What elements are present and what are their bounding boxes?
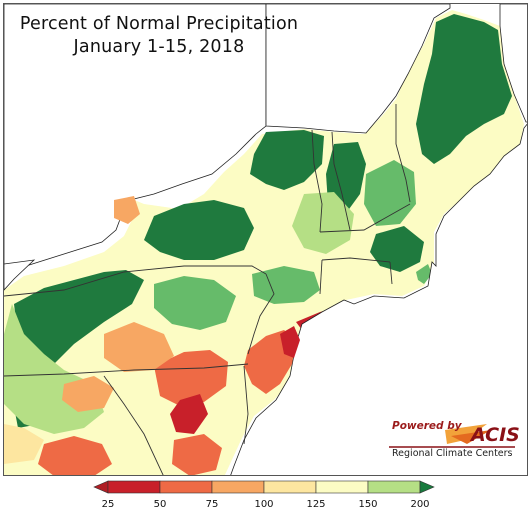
lake-ontario (4, 4, 267, 277)
map-title: Percent of Normal Precipitation (19, 14, 299, 34)
logo-subtitle: Regional Climate Centers (392, 448, 513, 459)
very-dry-zone-md (170, 394, 208, 434)
above-zone-south-ny (252, 266, 320, 304)
pa-md-border (4, 363, 249, 377)
lake-erie (4, 259, 36, 291)
legend-tick-label: 75 (206, 499, 219, 510)
below-zone-mid (104, 322, 174, 372)
state-borders (4, 104, 411, 475)
de-border (243, 365, 249, 445)
legend-box (211, 480, 265, 494)
legend-tick-label: 200 (410, 499, 429, 510)
wet-zone-western-pa (14, 270, 144, 376)
legend-box (107, 480, 161, 494)
ny-ct-border (319, 259, 323, 295)
legend-tick-label: 50 (154, 499, 167, 510)
legend-tick-label: 25 (102, 499, 115, 510)
nh-me-border (395, 104, 411, 203)
color-legend: 25 50 75 100 125 150 200 (93, 480, 435, 510)
md-wv-border (103, 375, 164, 475)
acis-swoosh-icon (389, 424, 515, 448)
legend-box (367, 480, 421, 494)
dry-zone-dc (172, 434, 222, 475)
ma-north-border (319, 203, 411, 233)
atlantic-ocean (230, 123, 527, 475)
legend-high-arrow (419, 480, 435, 494)
above-zone-nh (364, 160, 416, 226)
acis-logo: Powered by ACIS Regional Climate Centers (387, 418, 520, 462)
vt-ny-border (311, 129, 323, 233)
legend-box (159, 480, 213, 494)
wet-zone-mass (370, 226, 424, 272)
pa-nj-border (247, 273, 275, 355)
dry-zone-south-pa (154, 350, 228, 406)
logo-powered-by: Powered by (392, 420, 462, 432)
legend-color-boxes (93, 480, 435, 494)
map-subtitle: January 1-15, 2018 (73, 37, 245, 57)
wet-zone-adirondack (250, 130, 324, 190)
dry-zone-sw (38, 436, 112, 475)
canada-east (499, 4, 527, 123)
below-zone-sw-pa (62, 376, 114, 412)
cape-cod (416, 264, 432, 284)
logo-brand: ACIS (471, 424, 520, 446)
ct-ri-border (389, 261, 393, 285)
legend-tick-label: 150 (358, 499, 377, 510)
legend-box (315, 480, 369, 494)
precipitation-map (4, 4, 527, 475)
legend-labels: 25 50 75 100 125 150 200 (102, 499, 430, 510)
ny-pa-border (4, 265, 267, 297)
wet-zone-central-ny (144, 200, 254, 260)
above-zone-central-pa (154, 276, 236, 330)
wet-zone-maine (416, 14, 512, 164)
vt-nh-border (331, 131, 351, 231)
very-dry-zone-nj (280, 326, 300, 358)
legend-tick-label: 125 (306, 499, 325, 510)
below-zone-ne-ny (114, 196, 140, 224)
canada-area (265, 4, 451, 134)
near-below-zone (4, 424, 44, 464)
legend-box (263, 480, 317, 494)
above-zone-north (292, 192, 354, 254)
legend-low-arrow (93, 480, 109, 494)
ma-ct-border (321, 257, 391, 263)
legend-tick-label: 100 (254, 499, 273, 510)
map-panel: Percent of Normal Precipitation January … (3, 3, 528, 476)
